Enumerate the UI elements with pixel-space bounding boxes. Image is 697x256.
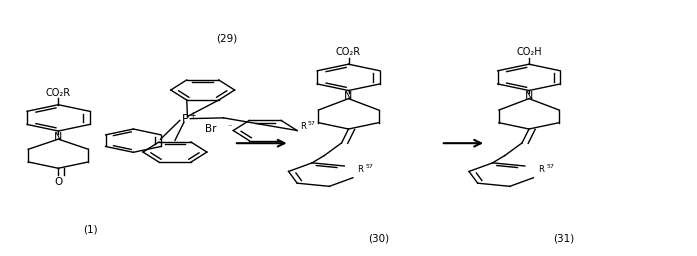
Text: Br: Br	[205, 124, 216, 134]
Text: R: R	[300, 122, 307, 131]
Text: +: +	[189, 111, 195, 120]
Text: P: P	[182, 113, 189, 126]
Text: (30): (30)	[368, 234, 389, 244]
Text: CO₂R: CO₂R	[46, 88, 71, 98]
Text: ⁻: ⁻	[227, 122, 231, 131]
Text: CO₂R: CO₂R	[336, 47, 361, 57]
Text: O: O	[54, 177, 63, 187]
Text: N: N	[344, 91, 353, 101]
Text: (31): (31)	[553, 234, 574, 244]
Text: N: N	[54, 132, 63, 142]
Text: R: R	[538, 165, 544, 174]
Text: (1): (1)	[84, 224, 98, 234]
Text: R: R	[358, 165, 363, 174]
Text: 57: 57	[366, 164, 374, 169]
Text: CO₂H: CO₂H	[516, 47, 542, 57]
Text: 57: 57	[307, 121, 316, 126]
Text: (29): (29)	[217, 33, 238, 43]
Text: 57: 57	[546, 164, 554, 169]
Text: N: N	[525, 91, 533, 101]
